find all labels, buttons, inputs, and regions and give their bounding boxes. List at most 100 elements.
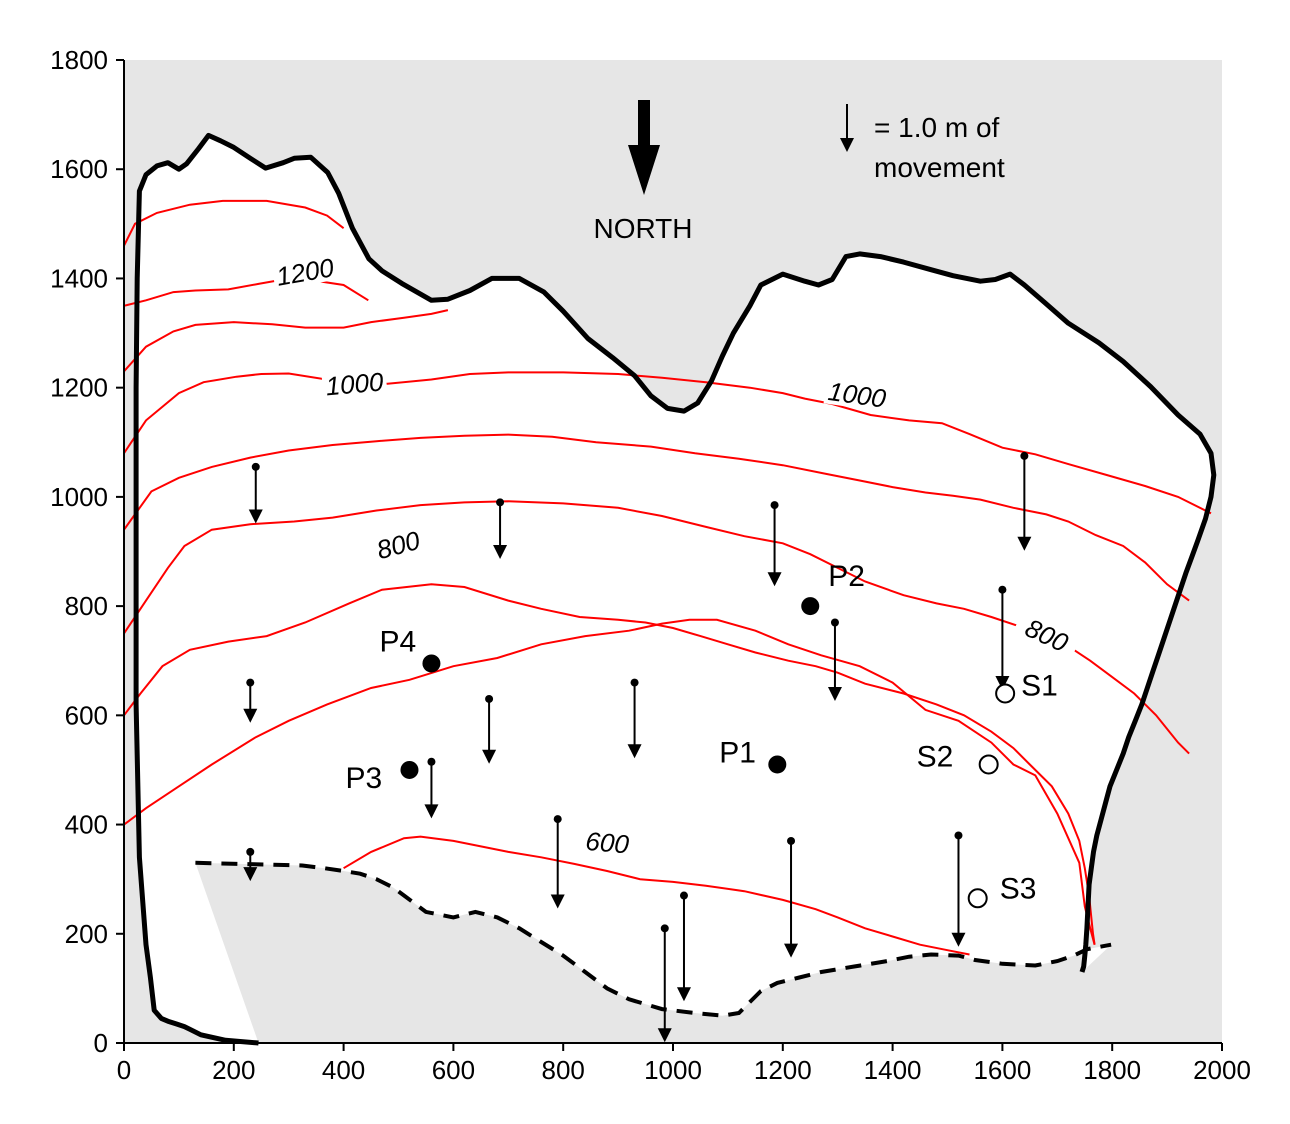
filled-marker-icon [801, 597, 820, 616]
movement-vector [482, 694, 497, 764]
site-label: P2 [828, 560, 865, 593]
contour-label-bg [1012, 606, 1083, 661]
y-tick-label: 1600 [50, 154, 108, 184]
contour-label: 600 [574, 822, 641, 860]
movement-vector [827, 618, 842, 701]
contour-line-3 [123, 371, 1212, 515]
y-tick-label: 200 [65, 919, 108, 949]
movement-vector [248, 462, 263, 524]
vector-arrowhead-icon [493, 544, 508, 559]
filled-marker-icon [422, 654, 441, 673]
vector-arrowhead-icon [784, 943, 799, 958]
x-tick-label: 800 [542, 1055, 585, 1085]
vector-arrowhead-icon [424, 804, 439, 819]
scale-arrowhead-icon [840, 138, 854, 152]
contour-label: 1000 [321, 364, 388, 401]
x-tick-label: 0 [117, 1055, 131, 1085]
site-s3: S3 [967, 872, 1037, 909]
movement-vector [550, 815, 565, 909]
open-marker-icon [967, 888, 988, 909]
movement-vector [1017, 451, 1032, 551]
y-tick-label: 400 [65, 810, 108, 840]
movement-vector [767, 501, 782, 587]
y-tick-label: 600 [65, 700, 108, 730]
y-ticks: 0 200 400 600 800 1000 1200 1400 1600 1800 [50, 45, 124, 1058]
vector-arrowhead-icon [657, 1028, 672, 1043]
contour-line-6 [123, 583, 1096, 945]
site-label: P4 [379, 625, 416, 658]
site-label: P3 [345, 762, 382, 795]
x-tick-label: 400 [322, 1055, 365, 1085]
boundary-scarp-line [133, 132, 1217, 1046]
x-tick-label: 1600 [973, 1055, 1031, 1085]
contour-line-8 [343, 835, 970, 956]
contour-lines [123, 199, 1212, 956]
contour-line-0 [123, 199, 345, 247]
landslide-boundary [133, 132, 1217, 1046]
north-label: NORTH [593, 213, 692, 244]
survey-sites: P1 P2 P3 P4 S1 S2 S3 [345, 560, 1058, 909]
contour-label-bg [574, 822, 641, 859]
site-label: S2 [917, 740, 954, 773]
y-tick-label: 1800 [50, 45, 108, 75]
x-tick-label: 1200 [754, 1055, 812, 1085]
movement-vector [627, 678, 642, 759]
movement-vector [243, 847, 258, 882]
movement-vector [676, 891, 691, 1002]
north-arrow-icon [628, 100, 660, 195]
scale-legend-line2: movement [874, 152, 1005, 183]
landslide-interior [136, 135, 1214, 1043]
boundary-toe-line [195, 860, 1112, 1018]
filled-marker-icon [768, 755, 787, 774]
vector-arrowhead-icon [627, 744, 642, 759]
contour-label: 1000 [823, 373, 892, 414]
scale-legend-line1: = 1.0 m of [874, 112, 1000, 143]
vector-arrowhead-icon [243, 867, 258, 882]
vector-arrowhead-icon [827, 686, 842, 701]
y-tick-label: 1400 [50, 263, 108, 293]
landslide-area [136, 135, 1214, 1043]
vector-arrowhead-icon [248, 509, 263, 524]
contour-line-1 [123, 278, 369, 307]
movement-vector [995, 585, 1010, 691]
filled-marker-icon [400, 760, 419, 779]
vector-arrowhead-icon [550, 894, 565, 909]
movement-vector [424, 757, 439, 819]
contour-label-bg [362, 520, 433, 566]
vector-arrowhead-icon [243, 708, 258, 723]
contour-line-7 [123, 618, 1096, 945]
x-tick-label: 1400 [864, 1055, 922, 1085]
north-indicator: NORTH [593, 100, 693, 244]
site-label: S3 [1000, 872, 1037, 905]
contour-line-5 [123, 500, 1190, 755]
contour-label-text: 600 [584, 826, 630, 860]
site-p1: P1 [719, 736, 787, 774]
site-p3: P3 [345, 760, 419, 795]
x-tick-label: 600 [432, 1055, 475, 1085]
open-marker-icon [978, 754, 999, 775]
contour-label-bg [270, 249, 339, 291]
movement-vectors [243, 451, 1032, 1043]
site-p2: P2 [801, 560, 865, 616]
vector-arrowhead-icon [951, 932, 966, 947]
y-tick-label: 1000 [50, 482, 108, 512]
vector-arrowhead-icon [767, 572, 782, 587]
y-tick-label: 1200 [50, 373, 108, 403]
site-s2: S2 [917, 740, 999, 775]
movement-vector [951, 831, 966, 947]
x-tick-label: 1000 [644, 1055, 702, 1085]
movement-vector [657, 924, 672, 1043]
movement-vector [493, 498, 508, 559]
site-s1: S1 [995, 669, 1058, 704]
contour-line-4 [123, 433, 1190, 602]
vector-arrowhead-icon [676, 987, 691, 1002]
contour-label-bg [321, 364, 388, 400]
movement-vector [243, 678, 258, 723]
movement-vector [784, 836, 799, 958]
x-tick-label: 200 [212, 1055, 255, 1085]
x-ticks: 0 200 400 600 800 1000 1200 1400 1600 1800 2000 [117, 1043, 1251, 1085]
contour-label-text: 1000 [324, 366, 385, 401]
vector-arrowhead-icon [1017, 536, 1032, 551]
